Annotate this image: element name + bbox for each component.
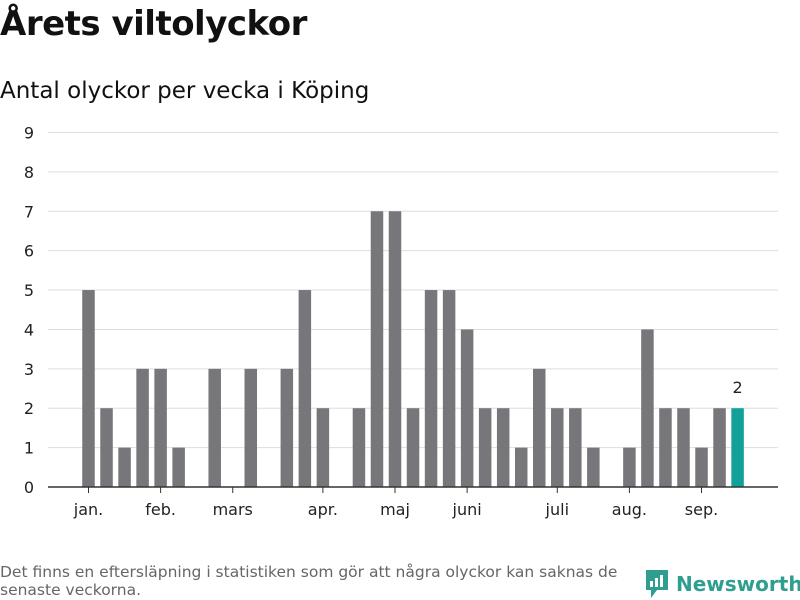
x-tick-label: juli xyxy=(545,500,569,519)
bar xyxy=(424,290,438,487)
x-tick-label: apr. xyxy=(308,500,338,519)
x-tick-label: juni xyxy=(452,500,482,519)
bar xyxy=(316,408,330,487)
bar xyxy=(659,408,672,487)
bar xyxy=(280,368,294,487)
bar xyxy=(623,447,636,487)
bar xyxy=(172,447,185,487)
brand-name: Newsworthy xyxy=(676,572,800,596)
bar xyxy=(118,447,131,487)
data-label: 2 xyxy=(732,378,742,397)
bar xyxy=(208,368,221,487)
bar-chart: 0 1 2 3 4 5 6 7 8 9 2 jan. feb. mars apr. maj juni juli au… xyxy=(24,124,778,519)
x-tick-label: maj xyxy=(380,500,410,519)
chart-subtitle: Antal olyckor per vecka i Köping xyxy=(0,78,370,104)
bar xyxy=(82,290,95,487)
bar xyxy=(244,368,258,487)
bar xyxy=(370,211,384,487)
x-tick-label: jan. xyxy=(73,500,103,519)
footer-note: Det finns en eftersläpning i statistiken… xyxy=(0,563,618,599)
y-tick-label: 1 xyxy=(24,439,34,458)
bar xyxy=(136,368,149,487)
bar xyxy=(460,329,474,487)
bar xyxy=(677,408,690,487)
y-tick-label: 8 xyxy=(24,163,34,182)
bar xyxy=(533,368,546,487)
bar-current-week xyxy=(731,408,744,487)
x-tick-label: aug. xyxy=(612,500,647,519)
bar xyxy=(551,408,564,487)
y-tick-label: 9 xyxy=(24,124,34,143)
bar xyxy=(352,408,366,487)
bar xyxy=(569,408,582,487)
y-tick-label: 2 xyxy=(24,399,34,418)
bar xyxy=(154,368,167,487)
y-tick-label: 6 xyxy=(24,242,34,261)
y-tick-label: 3 xyxy=(24,360,34,379)
chart-title: Årets viltolyckor xyxy=(0,4,307,44)
x-tick-label: feb. xyxy=(145,500,176,519)
bar xyxy=(641,329,654,487)
y-tick-label: 5 xyxy=(24,281,34,300)
y-tick-label: 7 xyxy=(24,202,34,221)
bar xyxy=(298,290,312,487)
bar xyxy=(713,408,726,487)
x-tick-label: sep. xyxy=(685,500,718,519)
bar xyxy=(496,408,510,487)
x-tick-label: mars xyxy=(213,500,253,519)
bar xyxy=(442,290,456,487)
y-tick-label: 0 xyxy=(24,478,34,497)
bar xyxy=(100,408,113,487)
bar xyxy=(514,447,528,487)
bar xyxy=(388,211,402,487)
bar xyxy=(406,408,420,487)
newsworthy-icon xyxy=(646,570,668,598)
brand-logo: Newsworthy xyxy=(644,568,800,600)
bar xyxy=(478,408,492,487)
y-tick-label: 4 xyxy=(24,320,34,339)
bar xyxy=(695,447,708,487)
bar xyxy=(587,447,600,487)
